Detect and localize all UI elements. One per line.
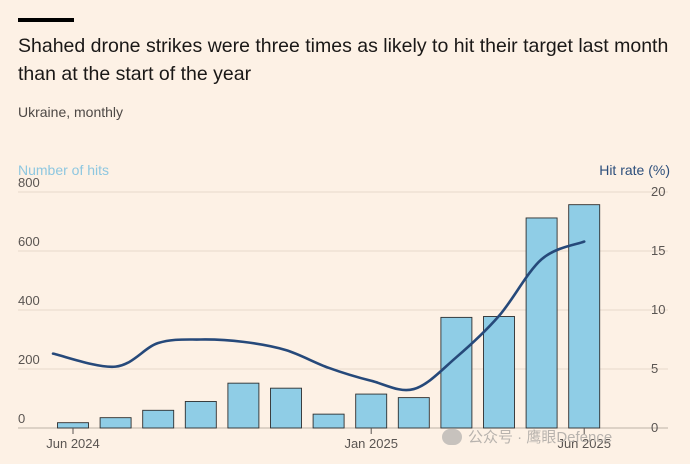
bar-hits-dec-2024 [312, 413, 345, 429]
bar-hits-aug-2024 [142, 409, 175, 429]
left-tick-label: 800 [18, 175, 40, 190]
bar-hits-nov-2024 [270, 387, 302, 429]
bar-hits-mar-2025 [440, 316, 473, 429]
x-tick-label: Jun 2024 [46, 436, 100, 451]
bar-hits-jul-2024 [99, 417, 132, 429]
left-tick-label: 0 [18, 411, 25, 426]
right-tick-label: 10 [651, 302, 665, 317]
left-tick-label: 400 [18, 293, 40, 308]
chart-title: Shahed drone strikes were three times as… [18, 35, 669, 85]
left-tick-label: 600 [18, 234, 40, 249]
right-tick-label: 15 [651, 243, 665, 258]
header-accent-bar [18, 18, 74, 22]
bar-hits-jun-2024 [57, 422, 89, 429]
right-axis-label: Hit rate (%) [599, 162, 670, 178]
right-tick-label: 20 [651, 184, 665, 199]
x-tick-label: Jun 2025 [557, 436, 611, 451]
bar-hits-sep-2024 [184, 401, 217, 429]
left-axis-label: Number of hits [18, 162, 110, 178]
bar-hits-jun-2025 [568, 204, 601, 429]
left-tick-label: 200 [18, 352, 40, 367]
hit-rate-line [51, 240, 586, 392]
right-tick-label: 5 [651, 361, 658, 376]
right-tick-label: 0 [651, 420, 658, 435]
bar-hits-may-2025 [525, 217, 558, 429]
watermark-text: 公众号 · 鹰眼Defence [468, 429, 613, 446]
wechat-icon [442, 428, 462, 445]
bar-hits-jan-2025 [355, 393, 388, 429]
bar-hits-oct-2024 [227, 382, 260, 429]
watermark: 公众号 · 鹰眼Defence [442, 426, 612, 447]
bar-hits-feb-2025 [397, 397, 430, 429]
bar-hits-apr-2025 [483, 316, 515, 429]
chart-subtitle: Ukraine, monthly [18, 104, 124, 120]
x-tick-label: Jan 2025 [344, 436, 398, 451]
